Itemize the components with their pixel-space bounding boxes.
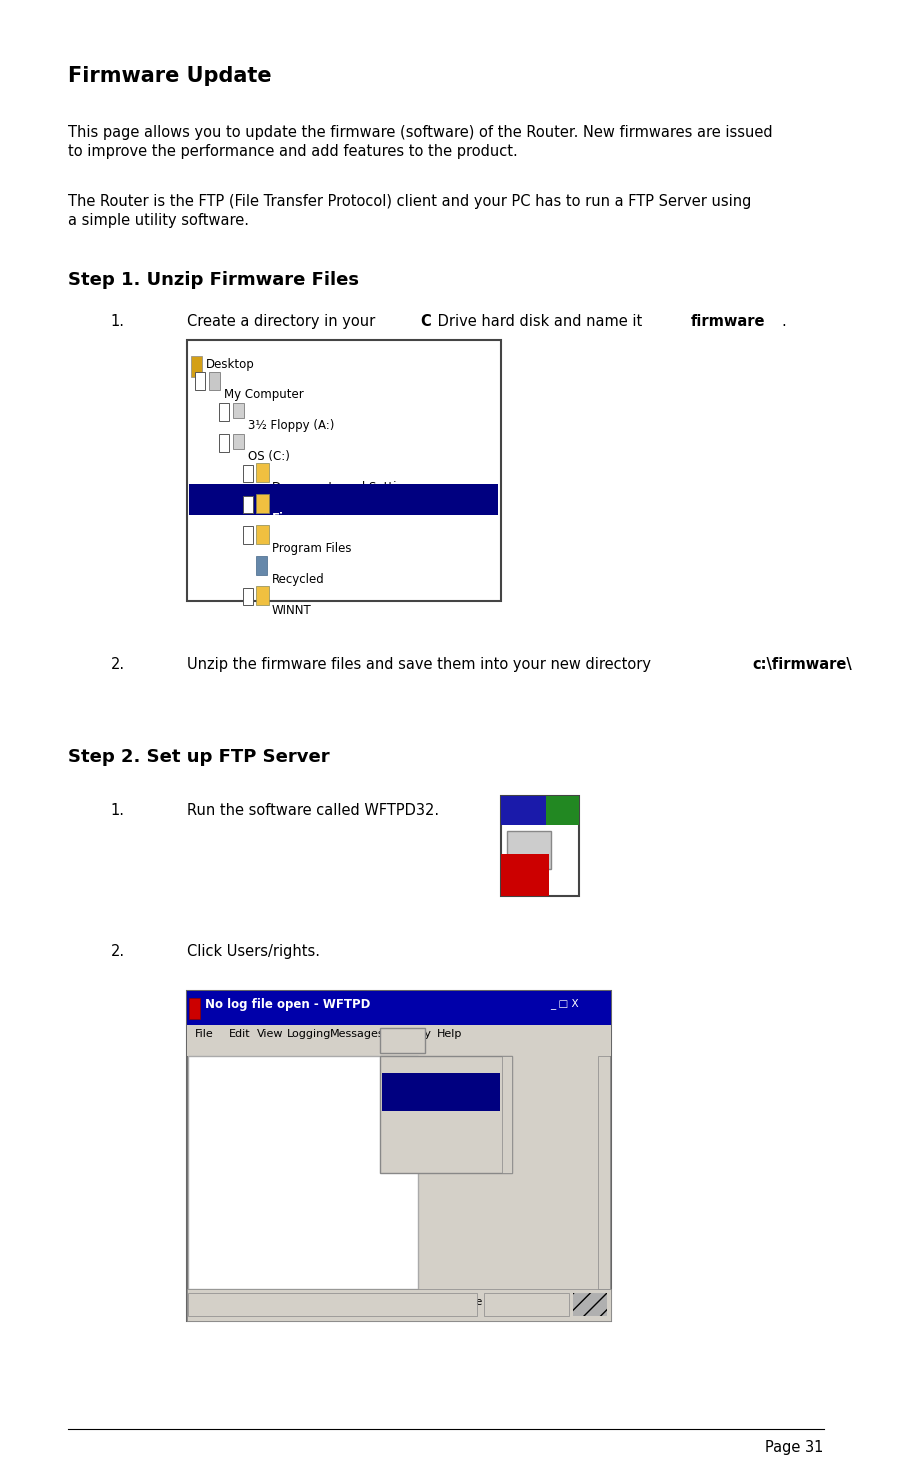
Text: OS (C:): OS (C:) [248, 450, 290, 463]
Bar [507, 831, 551, 869]
Text: Program Files: Program Files [272, 542, 351, 556]
Bar [257, 463, 269, 482]
Text: Unzip the firmware files and save them into your new directory: Unzip the firmware files and save them i… [187, 657, 656, 671]
Bar [501, 796, 579, 896]
Text: +: + [244, 498, 250, 507]
Text: My Computer: My Computer [224, 388, 304, 402]
Text: View: View [258, 1029, 284, 1039]
Bar [598, 1056, 610, 1289]
Text: WINNT: WINNT [272, 604, 311, 617]
Text: +: + [244, 468, 250, 476]
Text: _ □ X: _ □ X [551, 998, 579, 1009]
Bar [382, 1073, 500, 1111]
Bar [219, 434, 229, 452]
Bar [546, 796, 579, 825]
Bar [187, 991, 611, 1321]
Bar [380, 1056, 512, 1173]
Text: -: - [196, 375, 200, 384]
Text: No log file open - WFTPD: No log file open - WFTPD [206, 998, 371, 1012]
Bar [380, 1028, 424, 1053]
Bar [189, 1293, 477, 1316]
Bar [232, 403, 244, 418]
Text: C: C [420, 314, 431, 328]
Text: Create a directory in your: Create a directory in your [187, 314, 380, 328]
Bar [484, 1293, 569, 1316]
Text: .: . [781, 314, 785, 328]
Text: Page 31: Page 31 [766, 1440, 824, 1454]
Text: Firmware Update: Firmware Update [68, 66, 271, 86]
Text: c:\firmware\: c:\firmware\ [753, 657, 853, 671]
Text: Security: Security [385, 1029, 432, 1039]
Bar [191, 356, 202, 377]
Bar [187, 1289, 611, 1321]
Text: 3½ Floppy (A:): 3½ Floppy (A:) [248, 419, 335, 432]
Text: Logging: Logging [287, 1029, 331, 1039]
Bar [219, 403, 229, 421]
Text: Click Users/rights.: Click Users/rights. [187, 944, 320, 959]
Text: +: + [219, 406, 227, 415]
Text: Drive hard disk and name it: Drive hard disk and name it [433, 314, 647, 328]
Bar [502, 1056, 512, 1173]
Bar [243, 588, 253, 605]
Text: Host/net...: Host/net... [391, 1132, 452, 1145]
Text: +: + [244, 529, 250, 538]
Text: The Router is the FTP (File Transfer Protocol) client and your PC has to run a F: The Router is the FTP (File Transfer Pro… [68, 194, 751, 229]
Text: +: + [244, 591, 250, 600]
Bar [257, 525, 269, 544]
Bar [243, 465, 253, 482]
Text: Edit: Edit [229, 1029, 251, 1039]
Bar [257, 494, 269, 513]
Text: 2.0: 2.0 [548, 802, 566, 812]
Text: firmware: firmware [691, 314, 766, 328]
Text: Add, delete, or change users, passwords and home dire: Add, delete, or change users, passwords … [191, 1297, 483, 1308]
Bar [187, 1025, 611, 1056]
Text: This page allows you to update the firmware (software) of the Router. New firmwa: This page allows you to update the firmw… [68, 125, 773, 160]
Bar [257, 586, 269, 605]
Text: Step 2. Set up FTP Server: Step 2. Set up FTP Server [68, 748, 329, 765]
Bar [189, 1056, 418, 1289]
Bar [190, 998, 200, 1019]
Text: 1 socke: 1 socke [486, 1297, 526, 1308]
Text: Messages: Messages [329, 1029, 384, 1039]
Bar [232, 434, 244, 449]
Bar [190, 484, 499, 515]
Text: Recycled: Recycled [272, 573, 325, 586]
Text: -: - [219, 437, 223, 446]
Bar [257, 556, 268, 575]
Text: Desktop: Desktop [206, 358, 255, 371]
Text: Run the software called WFTPD32.: Run the software called WFTPD32. [187, 803, 439, 818]
Bar [501, 796, 546, 825]
Text: 1.: 1. [111, 803, 124, 818]
Bar [243, 526, 253, 544]
Text: Firmware: Firmware [272, 512, 335, 525]
Bar [573, 1293, 607, 1316]
Text: Help: Help [437, 1029, 463, 1039]
Text: Step 1. Unzip Firmware Files: Step 1. Unzip Firmware Files [68, 271, 359, 289]
Text: General...: General... [391, 1070, 449, 1083]
Text: Documents and Settings: Documents and Settings [272, 481, 417, 494]
Bar [209, 372, 219, 390]
Text: FTP: FTP [503, 862, 527, 872]
Text: 1.: 1. [111, 314, 124, 328]
Text: Users/rights...: Users/rights... [391, 1100, 473, 1113]
Text: 2.: 2. [111, 944, 124, 959]
Text: File: File [195, 1029, 214, 1039]
Bar [243, 496, 253, 513]
Bar [501, 853, 550, 896]
Bar [187, 991, 611, 1025]
Text: 2.: 2. [111, 657, 124, 671]
Bar [195, 372, 206, 390]
FancyBboxPatch shape [187, 340, 501, 601]
